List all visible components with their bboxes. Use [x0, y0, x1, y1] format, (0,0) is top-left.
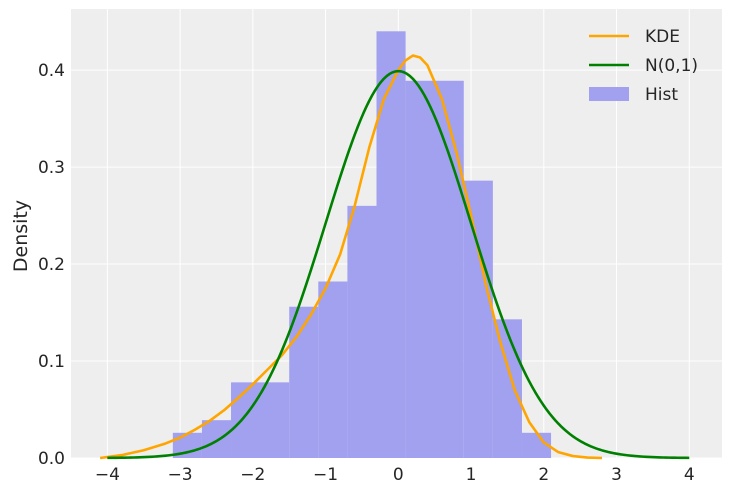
legend-kde: KDE: [589, 27, 680, 47]
y-axis-ticks: 0.0 0.1 0.2 0.3 0.4: [38, 61, 65, 469]
legend-label: Hist: [645, 85, 678, 105]
x-tick-label: 0: [393, 465, 404, 485]
legend: KDE N(0,1) Hist: [589, 27, 698, 105]
hist-bar: [347, 205, 377, 458]
x-tick-label: −2: [240, 465, 265, 485]
x-tick-label: 4: [684, 465, 695, 485]
x-tick-label: −1: [313, 465, 338, 485]
y-tick-label: 0.4: [38, 61, 65, 81]
hist-bar: [492, 319, 522, 458]
curves: [99, 54, 690, 460]
y-tick-label: 0.3: [38, 158, 65, 178]
legend-hist: Hist: [589, 85, 678, 105]
x-axis-ticks: −4 −3 −2 −1 0 1 2 3 4: [95, 465, 695, 485]
legend-label: KDE: [645, 27, 680, 47]
histogram: [172, 31, 552, 458]
x-tick-label: −3: [168, 465, 193, 485]
y-tick-label: 0.0: [38, 449, 65, 469]
legend-normal: N(0,1): [589, 56, 698, 76]
hist-bar: [201, 420, 232, 458]
legend-swatch: [589, 87, 629, 101]
x-tick-label: 1: [466, 465, 477, 485]
x-tick-label: −4: [95, 465, 120, 485]
hist-bar: [289, 306, 319, 458]
kde-line: [99, 54, 603, 460]
y-tick-label: 0.2: [38, 255, 65, 275]
normal-line: [107, 69, 690, 460]
legend-label: N(0,1): [645, 56, 698, 76]
y-axis-label: Density: [10, 200, 32, 272]
hist-bar: [318, 281, 348, 458]
y-tick-label: 0.1: [38, 352, 65, 372]
hist-bar: [463, 180, 493, 458]
x-tick-label: 3: [611, 465, 622, 485]
hist-bar: [405, 80, 464, 458]
hist-bar: [376, 31, 406, 458]
x-tick-label: 2: [538, 465, 549, 485]
